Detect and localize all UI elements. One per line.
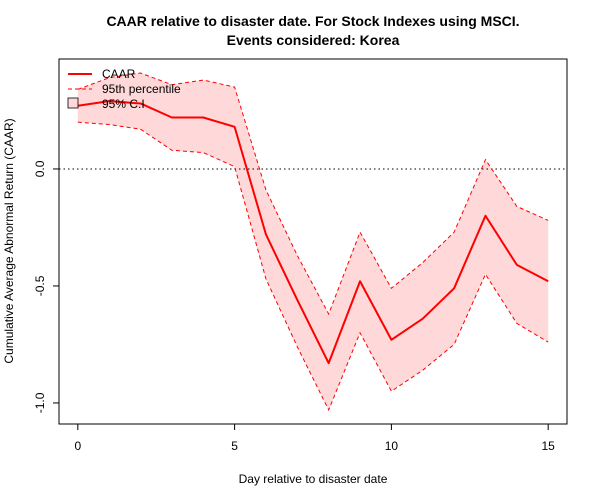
x-tick-label: 10 <box>385 439 399 453</box>
legend-caar-label: CAAR <box>102 67 136 81</box>
x-tick-label: 0 <box>74 439 81 453</box>
legend-ci-label: 95% C.I <box>102 97 145 111</box>
plot-frame <box>58 58 568 425</box>
y-axis-label: Cumulative Average Abnormal Return (CAAR… <box>2 118 16 363</box>
legend-ci-swatch <box>67 97 79 109</box>
confidence-band <box>77 73 549 410</box>
x-tick-label: 5 <box>231 439 238 453</box>
y-axis: 0.0 -0.5 -1.0 <box>33 160 59 413</box>
legend-percentile-label: 95th percentile <box>102 82 181 96</box>
y-tick-label: -1.0 <box>33 392 47 413</box>
x-axis-label: Day relative to disaster date <box>239 472 388 486</box>
lower-percentile-line <box>77 121 549 412</box>
y-tick-label: -0.5 <box>33 275 47 296</box>
chart-title-line-1: CAAR relative to disaster date. For Stoc… <box>106 13 519 29</box>
plot-area <box>59 72 567 412</box>
x-tick-label: 15 <box>542 439 556 453</box>
x-axis: 0 5 10 15 <box>74 424 555 453</box>
chart-title-line-2: Events considered: Korea <box>227 32 400 48</box>
caar-series-line <box>77 100 549 365</box>
y-tick-label: 0.0 <box>33 160 47 177</box>
